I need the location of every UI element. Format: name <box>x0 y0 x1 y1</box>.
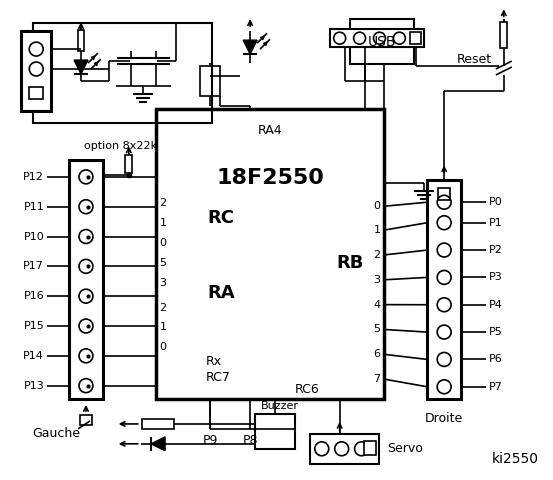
Text: P1: P1 <box>489 218 503 228</box>
Text: RC: RC <box>207 209 234 227</box>
Bar <box>69 160 103 399</box>
Bar <box>33 23 212 123</box>
Text: ki2550: ki2550 <box>492 452 539 466</box>
Text: P13: P13 <box>23 381 44 391</box>
Text: 3: 3 <box>373 275 380 285</box>
Text: Gauche: Gauche <box>32 427 80 440</box>
Text: P15: P15 <box>23 321 44 331</box>
Bar <box>21 31 51 111</box>
Text: 3: 3 <box>160 278 166 288</box>
Text: P7: P7 <box>489 382 503 392</box>
Text: P16: P16 <box>23 291 44 301</box>
Text: P10: P10 <box>23 231 44 241</box>
Bar <box>143 419 174 429</box>
Text: 2: 2 <box>160 198 166 208</box>
Bar <box>363 441 375 455</box>
Text: P0: P0 <box>489 197 503 207</box>
Text: P6: P6 <box>489 354 503 364</box>
Text: 2: 2 <box>373 250 380 260</box>
Text: RA4: RA4 <box>258 124 283 137</box>
Bar <box>77 30 85 50</box>
Text: 0: 0 <box>373 201 380 211</box>
Text: USB: USB <box>368 35 396 48</box>
Bar <box>330 29 424 47</box>
Text: 7: 7 <box>373 374 380 384</box>
Text: P9: P9 <box>202 434 218 447</box>
Bar <box>200 66 220 96</box>
Text: 1: 1 <box>160 218 166 228</box>
Text: P2: P2 <box>489 245 503 255</box>
Bar <box>310 434 379 464</box>
Text: Servo: Servo <box>388 442 423 456</box>
Text: 0: 0 <box>160 238 166 248</box>
Text: Rx: Rx <box>205 355 222 368</box>
Text: Reset: Reset <box>457 52 492 66</box>
Text: 6: 6 <box>373 349 380 360</box>
Text: RC6: RC6 <box>295 383 320 396</box>
Text: option 8x22k: option 8x22k <box>84 141 158 151</box>
Text: P3: P3 <box>489 273 503 282</box>
Text: P8: P8 <box>242 434 258 447</box>
Bar <box>80 415 92 425</box>
Text: RB: RB <box>336 254 363 272</box>
Text: P11: P11 <box>23 202 44 212</box>
Text: 1: 1 <box>373 225 380 235</box>
Bar <box>29 87 43 99</box>
Polygon shape <box>151 437 165 451</box>
Text: 5: 5 <box>160 258 166 268</box>
Polygon shape <box>74 60 88 74</box>
Text: 4: 4 <box>373 300 380 310</box>
Text: Buzzer: Buzzer <box>261 401 299 411</box>
Polygon shape <box>243 40 257 54</box>
Bar <box>155 109 384 399</box>
Bar <box>126 155 132 173</box>
Text: P14: P14 <box>23 351 44 361</box>
Bar <box>438 188 450 200</box>
Text: 2: 2 <box>160 302 166 312</box>
Text: P4: P4 <box>489 300 503 310</box>
Text: P5: P5 <box>489 327 503 337</box>
Bar <box>255 414 295 449</box>
Bar <box>500 23 507 48</box>
Text: 18F2550: 18F2550 <box>216 168 324 188</box>
Text: P17: P17 <box>23 261 44 271</box>
Text: 5: 5 <box>373 324 380 335</box>
Text: Droite: Droite <box>425 412 463 425</box>
Bar <box>427 180 461 399</box>
Bar <box>349 19 414 64</box>
Text: RA: RA <box>207 284 235 302</box>
Text: P12: P12 <box>23 172 44 182</box>
Text: RC7: RC7 <box>205 371 230 384</box>
Text: 0: 0 <box>160 342 166 352</box>
Text: 1: 1 <box>160 323 166 333</box>
Bar <box>410 32 421 44</box>
